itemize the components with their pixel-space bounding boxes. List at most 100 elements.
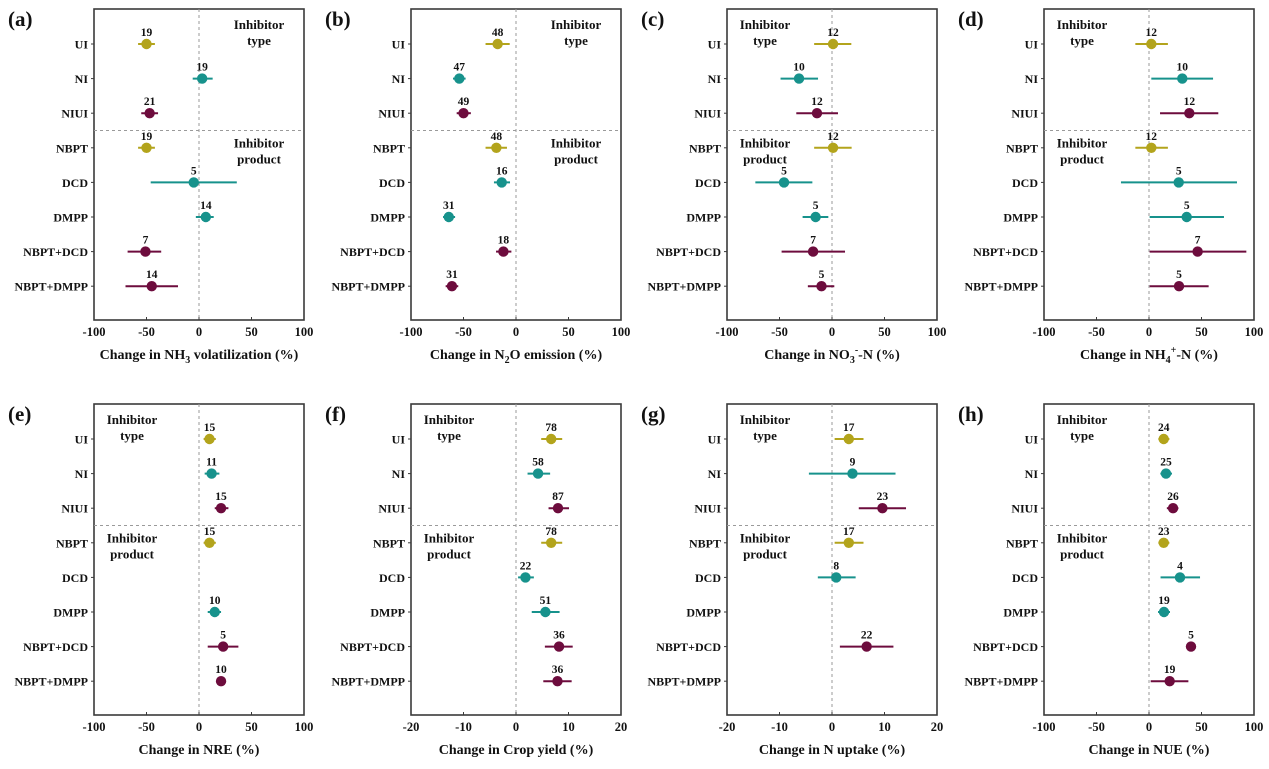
y-tick-label: DMPP (370, 211, 405, 225)
sample-size-label: 10 (209, 595, 221, 607)
mean-effect-point (446, 281, 458, 292)
x-tick-label: -50 (138, 720, 155, 734)
y-tick-label: NBPT+DCD (340, 245, 405, 259)
y-tick-label: UI (1025, 433, 1039, 447)
mean-effect-point (204, 537, 215, 548)
y-tick-label: NI (392, 72, 406, 86)
panel-tag: (c) (641, 7, 664, 31)
x-axis-label-text: -N (%) (1176, 348, 1218, 363)
group-label-line1: Inhibitor (740, 412, 791, 427)
mean-effect-point (215, 503, 227, 514)
panel-b: (b) InhibitortypeInhibitorproductUININIUI… (325, 7, 630, 366)
x-tick-label: -100 (1033, 720, 1056, 734)
x-axis-label-text: Change in NO (764, 348, 850, 363)
panel-tag: (b) (325, 7, 351, 31)
y-tick-label: UI (75, 433, 89, 447)
x-axis-label-text: O emission (%) (510, 348, 603, 363)
x-tick-label: -20 (403, 720, 420, 734)
x-tick-label: 0 (829, 720, 835, 734)
sample-size-label: 19 (1158, 595, 1170, 607)
x-axis-label: Change in NH3 volatilization (%) (100, 348, 299, 366)
sample-size-label: 23 (877, 491, 889, 503)
group-label-line1: Inhibitor (551, 136, 602, 151)
mean-effect-point (1146, 142, 1157, 153)
mean-effect-point (843, 537, 854, 548)
x-tick-label: 50 (1195, 720, 1208, 734)
x-tick-label: 0 (196, 720, 202, 734)
x-tick-label: -100 (83, 325, 106, 339)
x-tick-label: -100 (1033, 325, 1056, 339)
group-label-line1: Inhibitor (424, 412, 475, 427)
y-tick-label: NBPT+DMPP (648, 675, 722, 689)
y-tick-label: DCD (695, 176, 721, 190)
sample-size-label: 17 (843, 526, 855, 538)
sample-size-label: 7 (1195, 235, 1201, 247)
y-tick-label: DCD (1012, 176, 1038, 190)
sample-size-label: 7 (810, 235, 816, 247)
mean-effect-point (807, 246, 819, 257)
mean-effect-point (1185, 641, 1197, 652)
sample-size-label: 78 (545, 526, 557, 538)
sample-size-label: 25 (1160, 457, 1172, 469)
x-axis-label: Change in NUE (%) (1089, 743, 1210, 758)
sample-size-label: 5 (1184, 200, 1190, 212)
panel-g: (g) InhibitortypeInhibitorproductUININIUI… (641, 402, 943, 758)
panel-tag: (d) (958, 7, 984, 31)
group-label-line2: type (1070, 33, 1094, 48)
sample-size-label: 7 (143, 235, 149, 247)
sample-size-label: 5 (1188, 630, 1194, 642)
panel-tag: (e) (8, 402, 31, 426)
group-label-line1: Inhibitor (234, 136, 285, 151)
y-tick-label: DMPP (1003, 211, 1038, 225)
panel-f: (f) InhibitortypeInhibitorproductUININIUI… (325, 402, 627, 758)
sample-size-label: 26 (1167, 491, 1179, 503)
sample-size-label: 5 (781, 165, 787, 177)
y-tick-label: NBPT (56, 536, 88, 550)
y-tick-label: NBPT+DMPP (15, 280, 89, 294)
mean-effect-point (778, 177, 790, 188)
sample-size-label: 48 (491, 131, 503, 143)
sample-size-label: 12 (1146, 27, 1158, 39)
group-label-line2: product (554, 152, 598, 167)
sample-size-label: 5 (1176, 165, 1182, 177)
mean-effect-point (454, 73, 465, 84)
y-tick-label: NBPT+DCD (973, 245, 1038, 259)
x-tick-label: 0 (1146, 325, 1152, 339)
y-tick-label: NBPT+DCD (23, 640, 88, 654)
y-tick-label: NIUI (1011, 107, 1038, 121)
y-tick-label: NIUI (694, 107, 721, 121)
sample-size-label: 12 (1184, 96, 1196, 108)
y-tick-label: NIUI (61, 502, 88, 516)
x-tick-label: 50 (245, 325, 258, 339)
x-axis-label: Change in NRE (%) (139, 743, 260, 758)
sample-size-label: 21 (144, 96, 156, 108)
y-tick-label: NBPT+DMPP (648, 280, 722, 294)
x-axis-label: Change in N2O emission (%) (430, 348, 603, 366)
y-tick-label: DCD (62, 571, 88, 585)
sample-size-label: 9 (850, 457, 856, 469)
sample-size-label: 19 (141, 27, 153, 39)
sample-size-label: 47 (454, 62, 466, 74)
y-tick-label: NBPT+DCD (23, 245, 88, 259)
sample-size-label: 5 (813, 200, 819, 212)
x-tick-label: -100 (400, 325, 423, 339)
x-tick-label: 100 (295, 720, 314, 734)
group-label-line2: type (437, 428, 461, 443)
mean-effect-point (498, 246, 509, 257)
y-tick-label: DMPP (53, 606, 88, 620)
mean-effect-point (144, 108, 155, 119)
x-tick-label: -50 (771, 325, 788, 339)
y-tick-label: DCD (379, 571, 405, 585)
mean-effect-point (1173, 177, 1184, 188)
group-label-line2: type (120, 428, 144, 443)
x-tick-label: 100 (1245, 325, 1264, 339)
sample-size-label: 5 (819, 269, 825, 281)
y-tick-label: NBPT (56, 141, 88, 155)
sample-size-label: 22 (520, 560, 532, 572)
group-label-line2: product (743, 547, 787, 562)
x-tick-label: 0 (513, 720, 519, 734)
sample-size-label: 31 (446, 269, 458, 281)
group-label-line1: Inhibitor (107, 412, 158, 427)
x-axis-label-text: -N (%) (858, 348, 900, 363)
mean-effect-point (141, 142, 152, 153)
